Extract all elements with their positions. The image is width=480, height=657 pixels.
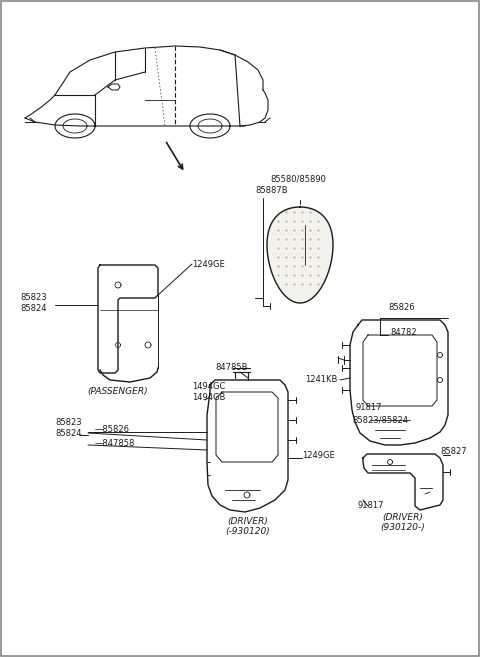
Text: 85823
85824: 85823 85824 bbox=[55, 419, 82, 438]
Text: 1249GE: 1249GE bbox=[302, 451, 335, 459]
Text: 84785B: 84785B bbox=[215, 363, 248, 372]
Text: —847858: —847858 bbox=[95, 438, 135, 447]
Text: (DRIVER)
(930120-): (DRIVER) (930120-) bbox=[381, 513, 425, 532]
Text: 91817: 91817 bbox=[358, 501, 384, 510]
Text: 1241KB: 1241KB bbox=[305, 376, 337, 384]
Text: —85826: —85826 bbox=[95, 426, 130, 434]
Text: 1249GE: 1249GE bbox=[192, 260, 225, 269]
Polygon shape bbox=[267, 207, 333, 303]
Text: 84782: 84782 bbox=[390, 328, 417, 337]
Text: 85580/85890: 85580/85890 bbox=[270, 174, 326, 183]
Text: 85823/85824: 85823/85824 bbox=[352, 415, 408, 424]
Text: 1494GC
1494GB: 1494GC 1494GB bbox=[192, 382, 226, 401]
Text: (PASSENGER): (PASSENGER) bbox=[88, 387, 148, 396]
Text: (DRIVER)
(-930120): (DRIVER) (-930120) bbox=[226, 517, 270, 536]
Text: 85827: 85827 bbox=[440, 447, 467, 457]
Text: 85823
85824: 85823 85824 bbox=[20, 293, 47, 313]
Text: 85826: 85826 bbox=[388, 303, 415, 312]
Text: 85887B: 85887B bbox=[255, 186, 288, 195]
Text: 91817: 91817 bbox=[356, 403, 383, 411]
